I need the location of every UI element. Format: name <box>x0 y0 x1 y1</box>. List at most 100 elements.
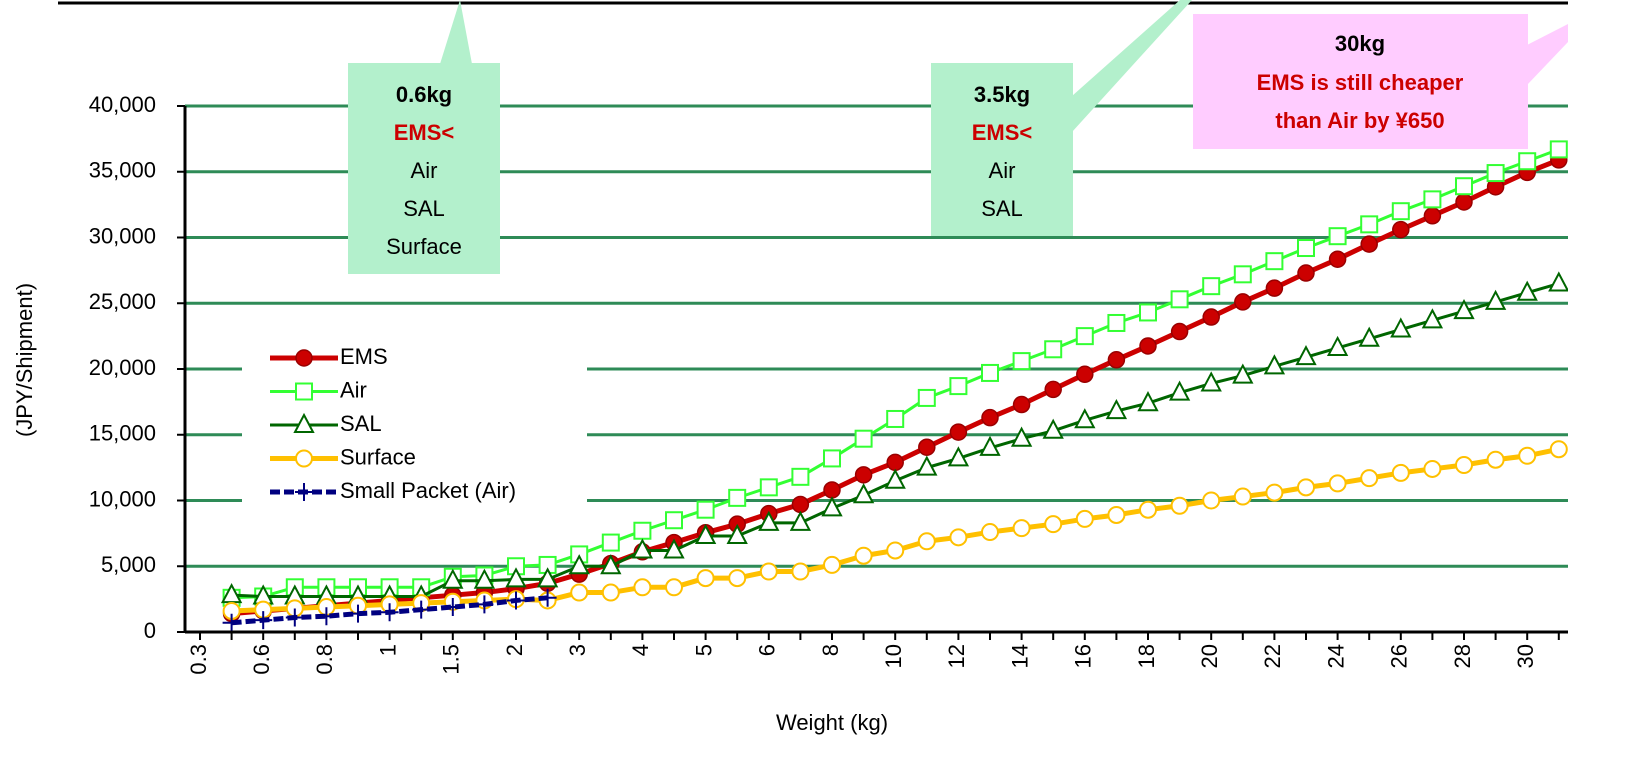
x-tick-label: 24 <box>1323 644 1348 668</box>
marker <box>886 409 905 428</box>
marker <box>1423 190 1442 209</box>
callout-box <box>348 63 500 274</box>
marker <box>886 541 905 560</box>
marker <box>1516 280 1538 301</box>
x-axis-title: Weight (kg) <box>776 710 888 735</box>
marker <box>1455 455 1473 474</box>
marker <box>1107 313 1126 332</box>
marker <box>981 408 999 427</box>
callout-text: SAL <box>403 196 445 221</box>
x-tick-label: 6 <box>755 644 780 656</box>
marker <box>1012 519 1031 538</box>
marker <box>222 613 241 632</box>
marker <box>536 567 559 588</box>
marker <box>981 363 999 382</box>
marker <box>1392 220 1410 239</box>
marker <box>1548 271 1568 292</box>
x-tick-label: 20 <box>1197 644 1222 668</box>
marker <box>1297 264 1315 282</box>
marker <box>1484 289 1507 310</box>
marker <box>1202 491 1221 510</box>
marker <box>979 435 1001 456</box>
marker <box>1105 398 1128 420</box>
marker <box>759 562 778 581</box>
marker <box>1358 326 1380 347</box>
marker <box>600 554 622 575</box>
y-axis-title: (JPY/Shipment) <box>12 283 37 437</box>
marker <box>728 569 747 588</box>
marker <box>1074 408 1096 429</box>
marker <box>1265 252 1284 271</box>
marker <box>443 598 462 617</box>
marker <box>1518 152 1537 171</box>
x-tick-label: 30 <box>1513 644 1538 668</box>
legend: EMS Air SAL Surface Small Packet (Air) <box>270 344 516 503</box>
marker <box>1170 496 1189 515</box>
marker <box>1012 352 1031 371</box>
marker <box>1423 207 1442 225</box>
callout-text: EMS< <box>394 120 455 145</box>
marker <box>821 496 843 517</box>
marker <box>918 438 936 456</box>
marker <box>505 567 527 588</box>
y-tick-label: 15,000 <box>89 421 156 446</box>
y-tick-label: 35,000 <box>89 158 156 183</box>
callout-text: Air <box>989 158 1016 183</box>
marker <box>949 377 968 396</box>
marker <box>947 446 970 467</box>
marker <box>568 554 590 575</box>
x-tick-label: 0.6 <box>249 644 274 675</box>
marker <box>601 583 620 602</box>
marker <box>823 449 841 468</box>
marker <box>1010 426 1033 447</box>
marker <box>631 538 654 559</box>
marker <box>1137 391 1159 412</box>
marker <box>1075 509 1094 528</box>
marker <box>949 423 968 441</box>
marker <box>317 607 336 626</box>
marker <box>663 538 685 559</box>
x-tick-label: 5 <box>691 644 716 656</box>
marker <box>442 568 464 589</box>
marker <box>1044 515 1063 534</box>
x-tick-label: 16 <box>1071 644 1096 668</box>
x-tick-label: 12 <box>944 644 969 668</box>
marker <box>791 495 810 514</box>
marker <box>1360 215 1379 234</box>
x-tick-label: 1 <box>375 644 400 656</box>
marker <box>949 528 968 547</box>
marker <box>694 523 717 545</box>
callout-text: than Air by ¥650 <box>1275 108 1444 133</box>
marker <box>1234 293 1252 311</box>
marker <box>1265 483 1284 502</box>
marker <box>758 510 780 531</box>
x-tick-label: 2 <box>502 644 527 656</box>
marker <box>412 600 431 619</box>
marker <box>349 604 367 623</box>
marker <box>1453 299 1475 320</box>
marker <box>1549 440 1568 459</box>
x-tick-label: 18 <box>1134 644 1159 668</box>
x-tick-label: 0.8 <box>312 644 337 675</box>
callout-text: 0.6kg <box>396 82 452 107</box>
marker <box>917 532 936 551</box>
marker <box>1044 380 1062 399</box>
callout-pointer <box>440 0 472 64</box>
marker <box>854 546 873 565</box>
marker <box>1200 371 1222 392</box>
marker <box>1423 459 1442 478</box>
x-tick-label: 8 <box>818 644 843 656</box>
marker <box>1326 335 1349 356</box>
marker <box>1390 317 1412 338</box>
marker <box>1202 308 1220 326</box>
x-tick-label: 1.5 <box>439 644 464 675</box>
callout-text: SAL <box>981 196 1023 221</box>
marker <box>1042 418 1064 439</box>
callout-text: 30kg <box>1335 31 1385 56</box>
marker <box>916 455 938 476</box>
marker <box>1107 351 1126 369</box>
marker <box>1455 177 1473 196</box>
y-tick-label: 40,000 <box>89 92 156 117</box>
marker <box>538 588 557 607</box>
